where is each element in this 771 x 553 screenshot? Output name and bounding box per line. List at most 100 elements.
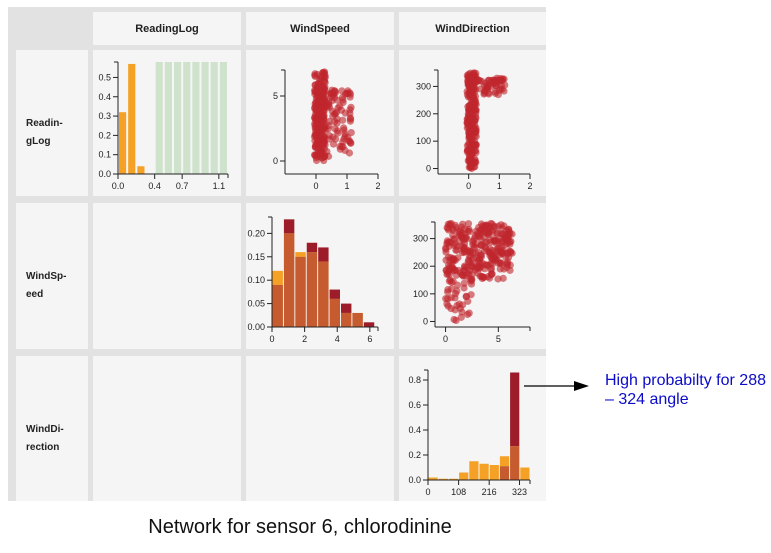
- chart-readinglog-winddirection: [463, 69, 509, 173]
- scatter-point: [468, 83, 476, 91]
- x-tick-label: 2: [527, 181, 532, 191]
- x-tick-label: 1.1: [213, 181, 226, 191]
- scatter-point: [453, 301, 461, 310]
- scatter-point: [448, 285, 456, 293]
- scatter-point: [325, 117, 333, 126]
- chart-readinglog-hist: [119, 62, 227, 175]
- bar-green: [183, 62, 191, 174]
- bar-overlap-red: [329, 298, 340, 327]
- scatter-point: [447, 219, 455, 228]
- scatter-point: [480, 265, 489, 273]
- scatter-point: [347, 128, 355, 137]
- bar-top: [340, 303, 352, 313]
- x-tick-label: 1: [344, 181, 349, 191]
- rowlabel-cell-windspeed: [16, 203, 88, 349]
- scatter-point: [312, 115, 320, 123]
- bar-top: [469, 461, 479, 480]
- bar-overlap-red: [283, 233, 295, 327]
- annotation-text: High probabilty for 288 – 324 angle: [605, 372, 766, 408]
- scatter-point: [477, 240, 486, 249]
- bar-orange: [137, 166, 145, 174]
- scatter-point: [311, 87, 319, 96]
- header-windspeed: WindSpeed: [246, 12, 394, 45]
- scatter-point: [488, 220, 496, 228]
- bar-top: [283, 219, 295, 234]
- scatter-point: [463, 124, 471, 132]
- bar-top: [448, 478, 459, 480]
- y-tick-label: 0.0: [98, 169, 111, 179]
- scatter-point: [474, 248, 483, 257]
- bar-top: [520, 467, 530, 480]
- y-tick-label: 200: [413, 261, 428, 271]
- scatter-point: [487, 264, 496, 273]
- bar-top: [499, 456, 510, 467]
- cell-r2c1: [93, 203, 241, 349]
- bar-overlap-red: [295, 256, 306, 327]
- scatter-point: [465, 102, 473, 110]
- scatter-point: [497, 259, 506, 267]
- x-tick-label: 6: [367, 334, 372, 344]
- y-tick-label: 300: [416, 81, 431, 91]
- scatter-point: [487, 254, 495, 262]
- figure-caption: Network for sensor 6, chlorodinine: [148, 516, 452, 538]
- bar-overlap-red: [352, 312, 363, 327]
- x-tick-label: 0.0: [112, 181, 125, 191]
- y-tick-label: 0: [423, 316, 428, 326]
- rowlabel-windspeed: WindSp- eed: [26, 271, 67, 300]
- scatter-point: [476, 77, 484, 85]
- bar-top: [306, 242, 318, 253]
- scatter-point: [467, 280, 476, 288]
- scatter-point: [458, 301, 467, 309]
- y-tick-label: 0.15: [247, 252, 265, 262]
- bar-green: [155, 62, 163, 174]
- scatter-point: [498, 248, 506, 256]
- scatter-point: [493, 76, 501, 85]
- scatter-point: [472, 114, 480, 122]
- y-tick-label: 300: [413, 234, 428, 244]
- scatter-point: [341, 109, 349, 117]
- bar-overlap-red: [306, 252, 318, 327]
- scatter-point: [494, 275, 502, 283]
- scatter-point: [320, 114, 328, 122]
- arrow-head-icon: [574, 381, 589, 391]
- scatter-point: [470, 237, 478, 245]
- bar-top: [272, 270, 283, 285]
- bar-top: [438, 478, 448, 480]
- bar-orange: [119, 112, 127, 174]
- scatter-point: [471, 106, 479, 114]
- scatter-point: [336, 142, 344, 151]
- y-tick-label: 0.10: [247, 275, 265, 285]
- bar-top: [318, 247, 329, 262]
- scatter-point: [457, 313, 465, 321]
- y-tick-label: 5: [273, 91, 278, 101]
- scatter-point: [448, 261, 456, 270]
- scatter-point: [506, 230, 514, 238]
- scatter-point: [331, 89, 340, 97]
- scatter-point: [484, 230, 493, 238]
- y-tick-label: 0.00: [247, 322, 265, 332]
- scatter-point: [496, 265, 504, 273]
- bar-top: [295, 252, 306, 257]
- x-tick-label: 2: [375, 181, 380, 191]
- bar-green: [192, 62, 200, 174]
- bar-top: [510, 372, 520, 447]
- cell-r3c1: [93, 356, 241, 501]
- y-tick-label: 0.1: [98, 150, 111, 160]
- x-tick-label: 1: [497, 181, 502, 191]
- x-tick-label: 0: [425, 487, 430, 497]
- scatter-point: [334, 129, 342, 137]
- scatter-point: [491, 89, 499, 97]
- scatter-point: [499, 274, 507, 282]
- scatter-point: [464, 247, 472, 255]
- scatter-point: [338, 87, 346, 95]
- scatter-point: [339, 116, 347, 124]
- bar-orange: [128, 63, 136, 175]
- bar-green: [210, 62, 218, 174]
- scatter-point: [311, 130, 319, 138]
- chart-windspeed-hist: [272, 219, 375, 327]
- y-tick-label: 0.6: [408, 400, 421, 410]
- chart-windspeed-winddirection: [442, 219, 516, 325]
- scatter-point: [450, 235, 458, 243]
- bar-overlap-red: [510, 446, 520, 480]
